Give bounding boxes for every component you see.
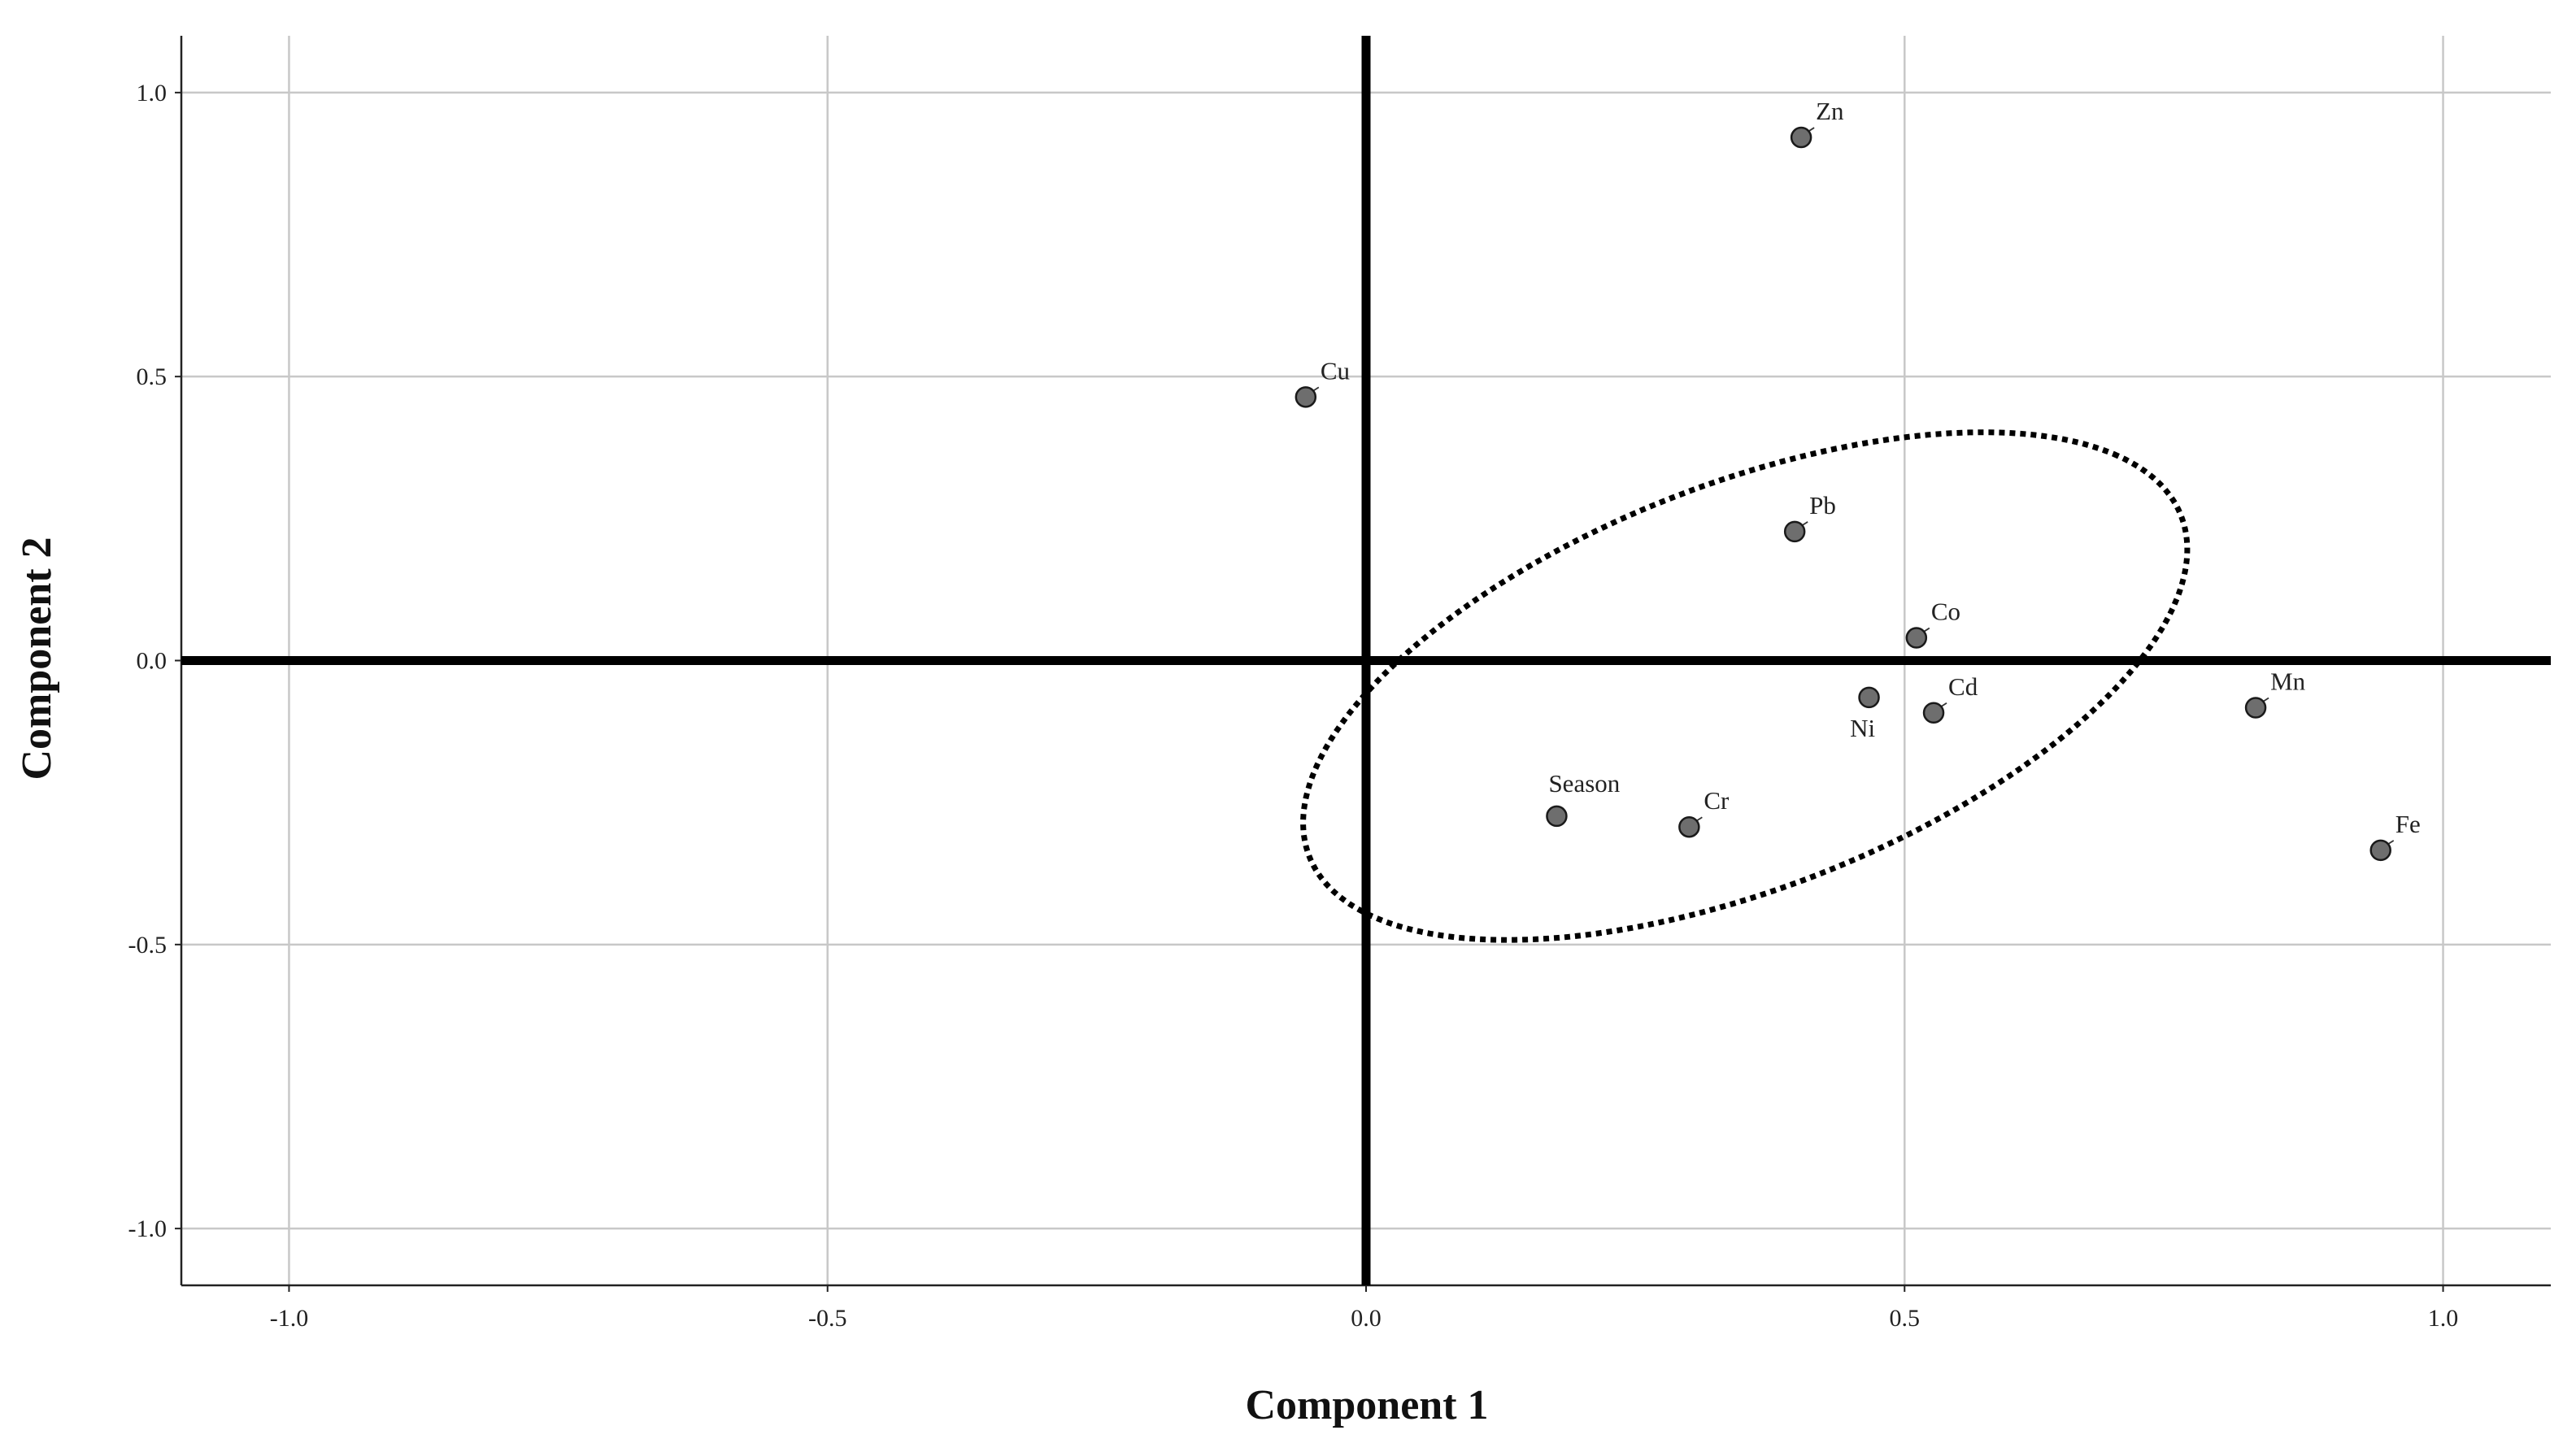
point-label-pb: Pb [1809,491,1836,520]
cluster-ellipse [1300,429,2191,943]
x-axis-title: Component 1 [1245,1382,1488,1428]
data-point-cu [1295,386,1317,408]
y-axis-title: Component 2 [14,537,60,780]
point-label-ni: Ni [1850,714,1875,742]
data-point-zn [1790,126,1812,149]
y-tick-label: 0.5 [137,363,168,390]
data-point-mn [2244,697,2267,719]
x-tick-label: 0.0 [1351,1305,1382,1332]
point-label-cr: Cr [1704,786,1730,815]
data-point-ni [1858,686,1880,709]
point-label-cd: Cd [1948,672,1978,701]
y-tick-label: 0.0 [137,648,168,675]
point-label-mn: Mn [2270,667,2306,695]
data-point-co [1905,627,1928,649]
tick-labels: -1.0 -0.5 0.0 0.5 1.0 -1.0 -0.5 0.0 0.5 1.0 [128,80,2459,1332]
y-tick-label: -0.5 [128,932,168,959]
cluster-ellipse-group [1300,429,2191,943]
point-label-cu: Cu [1321,356,1350,385]
x-tick-label: 1.0 [2428,1305,2459,1332]
data-point-season [1546,805,1568,828]
x-tick-label: 0.5 [1890,1305,1921,1332]
plot-frame [180,36,2551,1287]
point-label-fe: Fe [2395,810,2421,838]
data-point-cr [1678,815,1700,838]
point-label-season: Season [1548,769,1620,798]
x-tick-label: -1.0 [270,1305,309,1332]
data-points: Zn Cu Pb Co Ni Cd Mn Season Cr Fe [1295,97,2421,862]
y-tick-label: 1.0 [137,80,168,107]
point-label-zn: Zn [1816,97,1844,125]
data-point-cd [1922,702,1945,724]
x-tick-label: -0.5 [808,1305,847,1332]
data-point-pb [1783,520,1806,543]
point-label-co: Co [1931,598,1960,626]
y-tick-label: -1.0 [128,1215,168,1242]
data-point-fe [2369,839,2391,862]
